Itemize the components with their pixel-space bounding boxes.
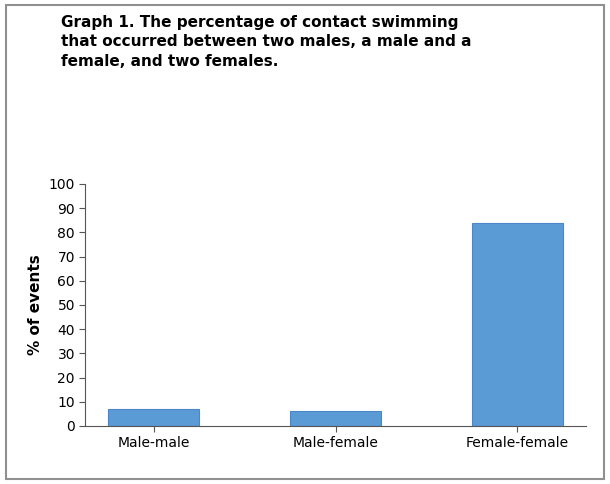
Bar — [290, 411, 381, 426]
Bar — [472, 223, 563, 426]
Text: Graph 1. The percentage of contact swimming
that occurred between two males, a m: Graph 1. The percentage of contact swimm… — [61, 15, 472, 69]
Bar — [108, 409, 199, 426]
Y-axis label: % of events: % of events — [28, 255, 43, 355]
